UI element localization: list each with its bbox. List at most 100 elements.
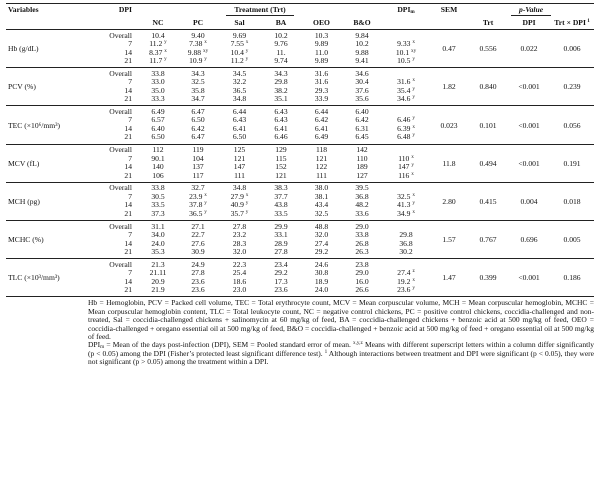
value: 34.5 (232, 68, 247, 78)
treatment-value-cell: 9.88 (342, 49, 382, 58)
value: 26.8 (355, 239, 369, 248)
dpi-cell: 7 (128, 231, 132, 240)
treatment-value-cell: 6.41 (261, 125, 301, 134)
table-row: 21 33.3 34.7 34.8 35.1 33.9 35.6 34.6 y (6, 95, 594, 106)
value: 6.42 (355, 116, 369, 125)
dpi-cell: 21 (124, 95, 132, 104)
dpim-value: 30.2 (399, 248, 413, 257)
dpi-cell: 21 (124, 286, 132, 295)
value: 28.9 (274, 239, 288, 248)
dpim-cell: 6.39 x (382, 125, 430, 134)
value: 111 (234, 171, 245, 180)
treatment-value-cell: 35.1 (261, 95, 301, 106)
dpim-cell: 29.8 (382, 231, 430, 240)
treatment-value-cell: 104 (178, 155, 218, 164)
value: 36.5 (232, 86, 247, 95)
value: 40.9 (230, 201, 244, 210)
dpim-cell (382, 144, 430, 155)
table-row: MCV (fL) Overall 112 119 125 129 118 142 11.8 0.4… (6, 144, 594, 167)
superscript-letter: xy (203, 48, 209, 54)
treatment-value-cell: 6.49 (138, 106, 178, 117)
treatment-value-cell: 111 (218, 172, 261, 183)
value: 104 (192, 154, 204, 163)
superscript-letter: y (245, 48, 249, 54)
treatment-value-cell: 6.50 (218, 133, 261, 144)
superscript-letter: y (412, 286, 415, 292)
value: 35.1 (274, 95, 288, 104)
table-row: 21 21.9 23.6 23.0 23.6 24.0 26.6 23.6 y (6, 286, 594, 297)
value: 10.4 (151, 30, 165, 40)
treatment-value-cell: 34.5 (218, 68, 261, 79)
sem-cell: 1.82 (442, 82, 456, 92)
treatment-value-cell: 6.43 (261, 116, 301, 125)
dpim-value: 6.39 (397, 124, 411, 133)
treatment-value-cell: 9.89 (301, 57, 342, 68)
dpim-value: 41.3 (397, 201, 411, 210)
dpim-value: 10.1 (395, 48, 410, 57)
variable-name: MCV (fL) (8, 158, 40, 168)
dpim-value: 116 (398, 171, 410, 180)
variable-name: MCHC (%) (8, 235, 44, 245)
value: 18.9 (314, 277, 329, 286)
value: 27.9 (230, 192, 244, 201)
table-row: 7 30.5 23.9 x 27.9 x 37.7 38.1 36.8 32.5 x (6, 193, 594, 202)
value: 32.5 (191, 78, 205, 87)
p-dpi-cell: 0.022 (520, 44, 538, 54)
header-pvalue: p-Value (511, 5, 552, 17)
treatment-value-cell: 33.9 (301, 95, 342, 106)
treatment-value-cell: 27.8 (261, 248, 301, 259)
value: 9.69 (232, 30, 247, 40)
value: 9.74 (274, 57, 288, 66)
value: 48.2 (355, 201, 369, 210)
p-trt-cell: 0.415 (479, 196, 497, 206)
value: 21.3 (151, 259, 165, 269)
treatment-value-cell: 36.5 y (178, 210, 218, 221)
value: 34.6 (355, 68, 369, 78)
treatment-value-cell: 29.2 (261, 269, 301, 278)
treatment-value-cell: 27.8 (178, 269, 218, 278)
dpim-cell (382, 259, 430, 270)
treatment-value-cell: 34.8 (218, 182, 261, 193)
treatment-value-cell: 33.1 (261, 231, 301, 240)
value: 112 (152, 145, 164, 155)
treatment-value-cell: 34.3 (261, 68, 301, 79)
value: 9.89 (314, 57, 329, 66)
table-row: 7 33.0 32.5 32.2 29.8 31.6 30.4 31.6 x (6, 78, 594, 87)
treatment-value-cell: 24.0 (138, 240, 178, 249)
value: 129 (275, 145, 287, 155)
treatment-value-cell: 6.41 (218, 125, 261, 134)
header-trt-ba: BA (275, 17, 287, 27)
value: 6.46 (274, 133, 288, 142)
value: 6.42 (191, 124, 205, 133)
treatment-value-cell: 23.9 x (178, 193, 218, 202)
treatment-value-cell: 27.1 (178, 220, 218, 231)
value: 23.2 (232, 231, 247, 240)
treatment-value-cell: 29.3 (301, 87, 342, 96)
dpi-cell: 21 (124, 248, 132, 257)
value: 23.9 (189, 192, 203, 201)
superscript-letter: x (412, 192, 415, 198)
value: 7.55 (230, 40, 244, 49)
p-interaction-cell: 0.239 (563, 82, 581, 92)
header-treatment-group: Treatment (Trt) (138, 4, 382, 18)
p-trt-cell: 0.556 (479, 44, 497, 54)
dpim-value: 10.5 (397, 57, 411, 66)
superscript-letter: y (245, 209, 249, 215)
treatment-value-cell: 23.2 (218, 231, 261, 240)
value: 10.4 (230, 48, 244, 57)
footnote-sup-letters: x,y,z (353, 340, 363, 347)
value: 90.1 (151, 154, 165, 163)
treatment-value-cell: 118 (301, 144, 342, 155)
table-row: 21 11.7 y 10.9 y 11.2 y 9.74 9.89 9.41 10.5 y (6, 57, 594, 68)
value: 32.5 (314, 209, 329, 218)
value: 43.8 (274, 201, 288, 210)
value: 34.7 (191, 95, 205, 104)
treatment-value-cell: 6.57 (138, 116, 178, 125)
dpim-value: 6.46 (397, 116, 411, 125)
header-treatment: Treatment (Trt) (226, 5, 294, 17)
variable-name: MCH (pg) (8, 196, 40, 206)
treatment-value-cell: 21.9 (138, 286, 178, 297)
treatment-value-cell: 30.5 (138, 193, 178, 202)
dpim-cell: 35.4 y (382, 87, 430, 96)
treatment-value-cell: 34.6 (342, 68, 382, 79)
